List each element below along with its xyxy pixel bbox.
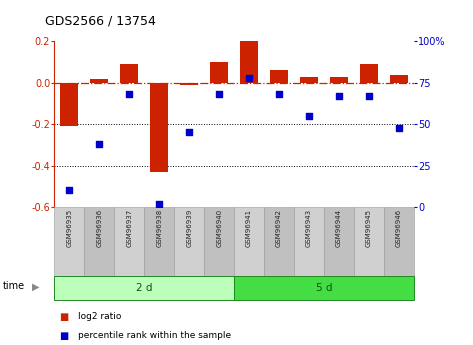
Bar: [300, 77, 318, 83]
Text: GDS2566 / 13754: GDS2566 / 13754: [45, 14, 156, 28]
Point: [215, 92, 223, 97]
Text: GSM96945: GSM96945: [366, 209, 372, 247]
Point: [125, 92, 133, 97]
Point: [275, 92, 283, 97]
Bar: [54, 276, 234, 300]
Bar: [54, 207, 84, 276]
Bar: [84, 207, 114, 276]
Text: GSM96936: GSM96936: [96, 209, 102, 247]
Point: [156, 201, 163, 206]
Bar: [360, 64, 378, 83]
Point: [305, 113, 313, 119]
Text: GSM96935: GSM96935: [66, 209, 72, 247]
Text: GSM96938: GSM96938: [156, 209, 162, 247]
Text: ▶: ▶: [32, 282, 40, 291]
Bar: [120, 64, 138, 83]
Bar: [150, 83, 168, 172]
Point: [66, 188, 73, 193]
Point: [185, 130, 193, 135]
Text: GSM96940: GSM96940: [216, 209, 222, 247]
Text: GSM96941: GSM96941: [246, 209, 252, 247]
Bar: [234, 276, 414, 300]
Bar: [390, 75, 408, 83]
Point: [96, 141, 103, 147]
Text: percentile rank within the sample: percentile rank within the sample: [78, 331, 231, 340]
Bar: [210, 62, 228, 83]
Bar: [294, 207, 324, 276]
Text: GSM96939: GSM96939: [186, 209, 192, 247]
Text: 2 d: 2 d: [136, 283, 152, 293]
Text: GSM96946: GSM96946: [396, 209, 402, 247]
Bar: [240, 41, 258, 83]
Bar: [270, 70, 288, 83]
Text: GSM96944: GSM96944: [336, 209, 342, 247]
Text: ■: ■: [59, 312, 69, 322]
Point: [335, 93, 343, 99]
Bar: [354, 207, 384, 276]
Point: [365, 93, 373, 99]
Bar: [144, 207, 174, 276]
Bar: [90, 79, 108, 83]
Text: log2 ratio: log2 ratio: [78, 312, 122, 321]
Bar: [204, 207, 234, 276]
Bar: [180, 83, 198, 85]
Text: GSM96942: GSM96942: [276, 209, 282, 247]
Bar: [174, 207, 204, 276]
Text: GSM96937: GSM96937: [126, 209, 132, 247]
Bar: [324, 207, 354, 276]
Text: ■: ■: [59, 331, 69, 341]
Bar: [330, 77, 348, 83]
Bar: [384, 207, 414, 276]
Text: time: time: [2, 282, 25, 291]
Point: [395, 125, 403, 130]
Text: GSM96943: GSM96943: [306, 209, 312, 247]
Bar: [264, 207, 294, 276]
Bar: [234, 207, 264, 276]
Text: 5 d: 5 d: [316, 283, 332, 293]
Point: [245, 75, 253, 81]
Bar: [61, 83, 79, 126]
Bar: [114, 207, 144, 276]
